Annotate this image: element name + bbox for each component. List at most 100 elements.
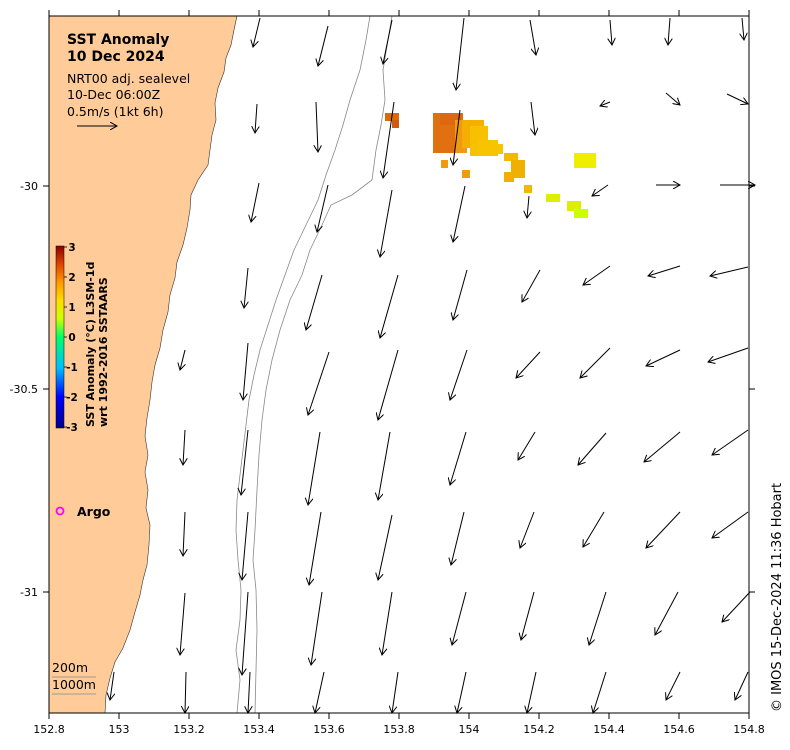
current-arrow: [450, 431, 467, 485]
current-arrow: [253, 17, 261, 47]
current-arrow: [529, 19, 536, 55]
current-arrow: [242, 511, 249, 580]
current-arrow: [392, 671, 399, 713]
x-tick-label: 153.2: [173, 723, 205, 736]
current-arrow: [255, 103, 257, 133]
time-label: 10-Dec 06:00Z: [67, 87, 160, 102]
sst-pixel: [504, 172, 514, 182]
colorbar: [55, 245, 65, 429]
current-arrow: [378, 514, 393, 580]
current-arrow: [308, 431, 321, 505]
current-arrow: [242, 591, 249, 675]
colorbar-tick-label: 3: [68, 242, 75, 254]
current-arrow: [378, 431, 391, 500]
current-arrow: [520, 511, 535, 548]
sst-pixel: [441, 160, 448, 168]
current-arrow: [648, 265, 681, 276]
current-arrow: [580, 347, 611, 378]
land-coast: [48, 15, 238, 714]
colorbar-tick-label: -2: [66, 392, 78, 404]
current-arrow: [666, 671, 681, 700]
current-arrow: [451, 511, 465, 565]
current-arrow: [665, 92, 680, 105]
sst-pixel: [491, 144, 503, 154]
current-arrow: [248, 671, 250, 713]
current-arrow: [457, 671, 467, 713]
x-tick-label: 153.8: [383, 723, 415, 736]
credit-text: © IMOS 15-Dec-2024 11:36 Hobart: [770, 483, 785, 712]
current-arrow: [646, 511, 681, 548]
sst-pixel: [574, 209, 588, 218]
sst-pixel: [524, 185, 532, 193]
sst-pixel: [546, 194, 560, 202]
current-arrow: [185, 671, 186, 713]
land-fill-left: [49, 16, 57, 713]
scale-label: 0.5m/s (1kt 6h): [67, 104, 163, 119]
argo-label: Argo: [77, 504, 111, 519]
current-arrow: [311, 591, 323, 665]
current-arrow: [592, 184, 609, 196]
current-arrow: [527, 195, 529, 218]
current-arrow: [668, 17, 670, 45]
sst-pixel: [574, 153, 596, 168]
current-arrow: [317, 184, 329, 232]
sst-pixel: [392, 120, 399, 128]
current-arrow: [318, 25, 329, 66]
x-tick-label: 153.6: [313, 723, 345, 736]
current-arrow: [378, 349, 399, 420]
current-arrow: [453, 185, 466, 242]
current-arrow: [180, 592, 186, 655]
current-arrow: [383, 19, 393, 64]
current-arrow: [382, 591, 393, 655]
current-arrow: [712, 429, 749, 455]
current-arrow: [710, 266, 749, 276]
x-tick-label: 154.2: [523, 723, 555, 736]
current-arrow: [183, 429, 185, 465]
current-arrow: [646, 349, 681, 366]
current-arrow: [243, 342, 249, 400]
colorbar-ticks: 3 2 1 0 -1 -2 -3: [64, 242, 78, 434]
current-arrow: [578, 432, 607, 465]
current-arrow: [531, 101, 535, 135]
y-tick-label: -30.5: [10, 383, 38, 396]
current-arrow: [516, 351, 541, 378]
depth-label-1000: 1000m: [52, 677, 96, 692]
current-arrow: [708, 347, 749, 362]
current-arrow: [380, 189, 393, 257]
current-arrow: [316, 101, 318, 152]
current-arrow: [583, 265, 611, 285]
current-arrow: [315, 671, 325, 713]
current-arrow: [452, 591, 467, 645]
sst-pixel: [462, 170, 470, 178]
current-arrow: [610, 19, 612, 45]
map-title: SST Anomaly: [67, 32, 169, 48]
current-arrow: [251, 182, 260, 222]
sst-pixel: [504, 153, 518, 161]
map-date: 10 Dec 2024: [67, 49, 165, 65]
current-arrow: [521, 591, 535, 640]
current-arrow: [742, 17, 744, 40]
current-arrow: [655, 591, 679, 635]
argo-marker-icon: [55, 506, 65, 516]
colorbar-title-1: SST Anomaly (°C) L3SM-1d: [84, 262, 97, 427]
current-arrow: [453, 269, 468, 320]
y-axis: -30-30.5-31: [10, 180, 755, 599]
current-arrow: [644, 431, 681, 462]
colorbar-tick-label: -3: [66, 422, 78, 434]
current-arrow: [309, 511, 322, 585]
current-arrow: [306, 274, 323, 330]
current-arrow: [244, 267, 248, 308]
current-arrow: [583, 511, 605, 547]
current-arrow: [450, 349, 468, 400]
current-arrow: [522, 269, 541, 302]
sst-pixel: [567, 201, 581, 211]
current-arrow: [589, 591, 607, 645]
x-tick-label: 154.4: [593, 723, 625, 736]
current-arrow: [180, 349, 185, 370]
x-tick-label: 153: [109, 723, 130, 736]
x-tick-label: 152.8: [33, 723, 65, 736]
y-tick-label: -31: [20, 586, 38, 599]
product-label: NRT00 adj. sealevel: [67, 71, 190, 86]
current-arrow: [712, 511, 749, 538]
